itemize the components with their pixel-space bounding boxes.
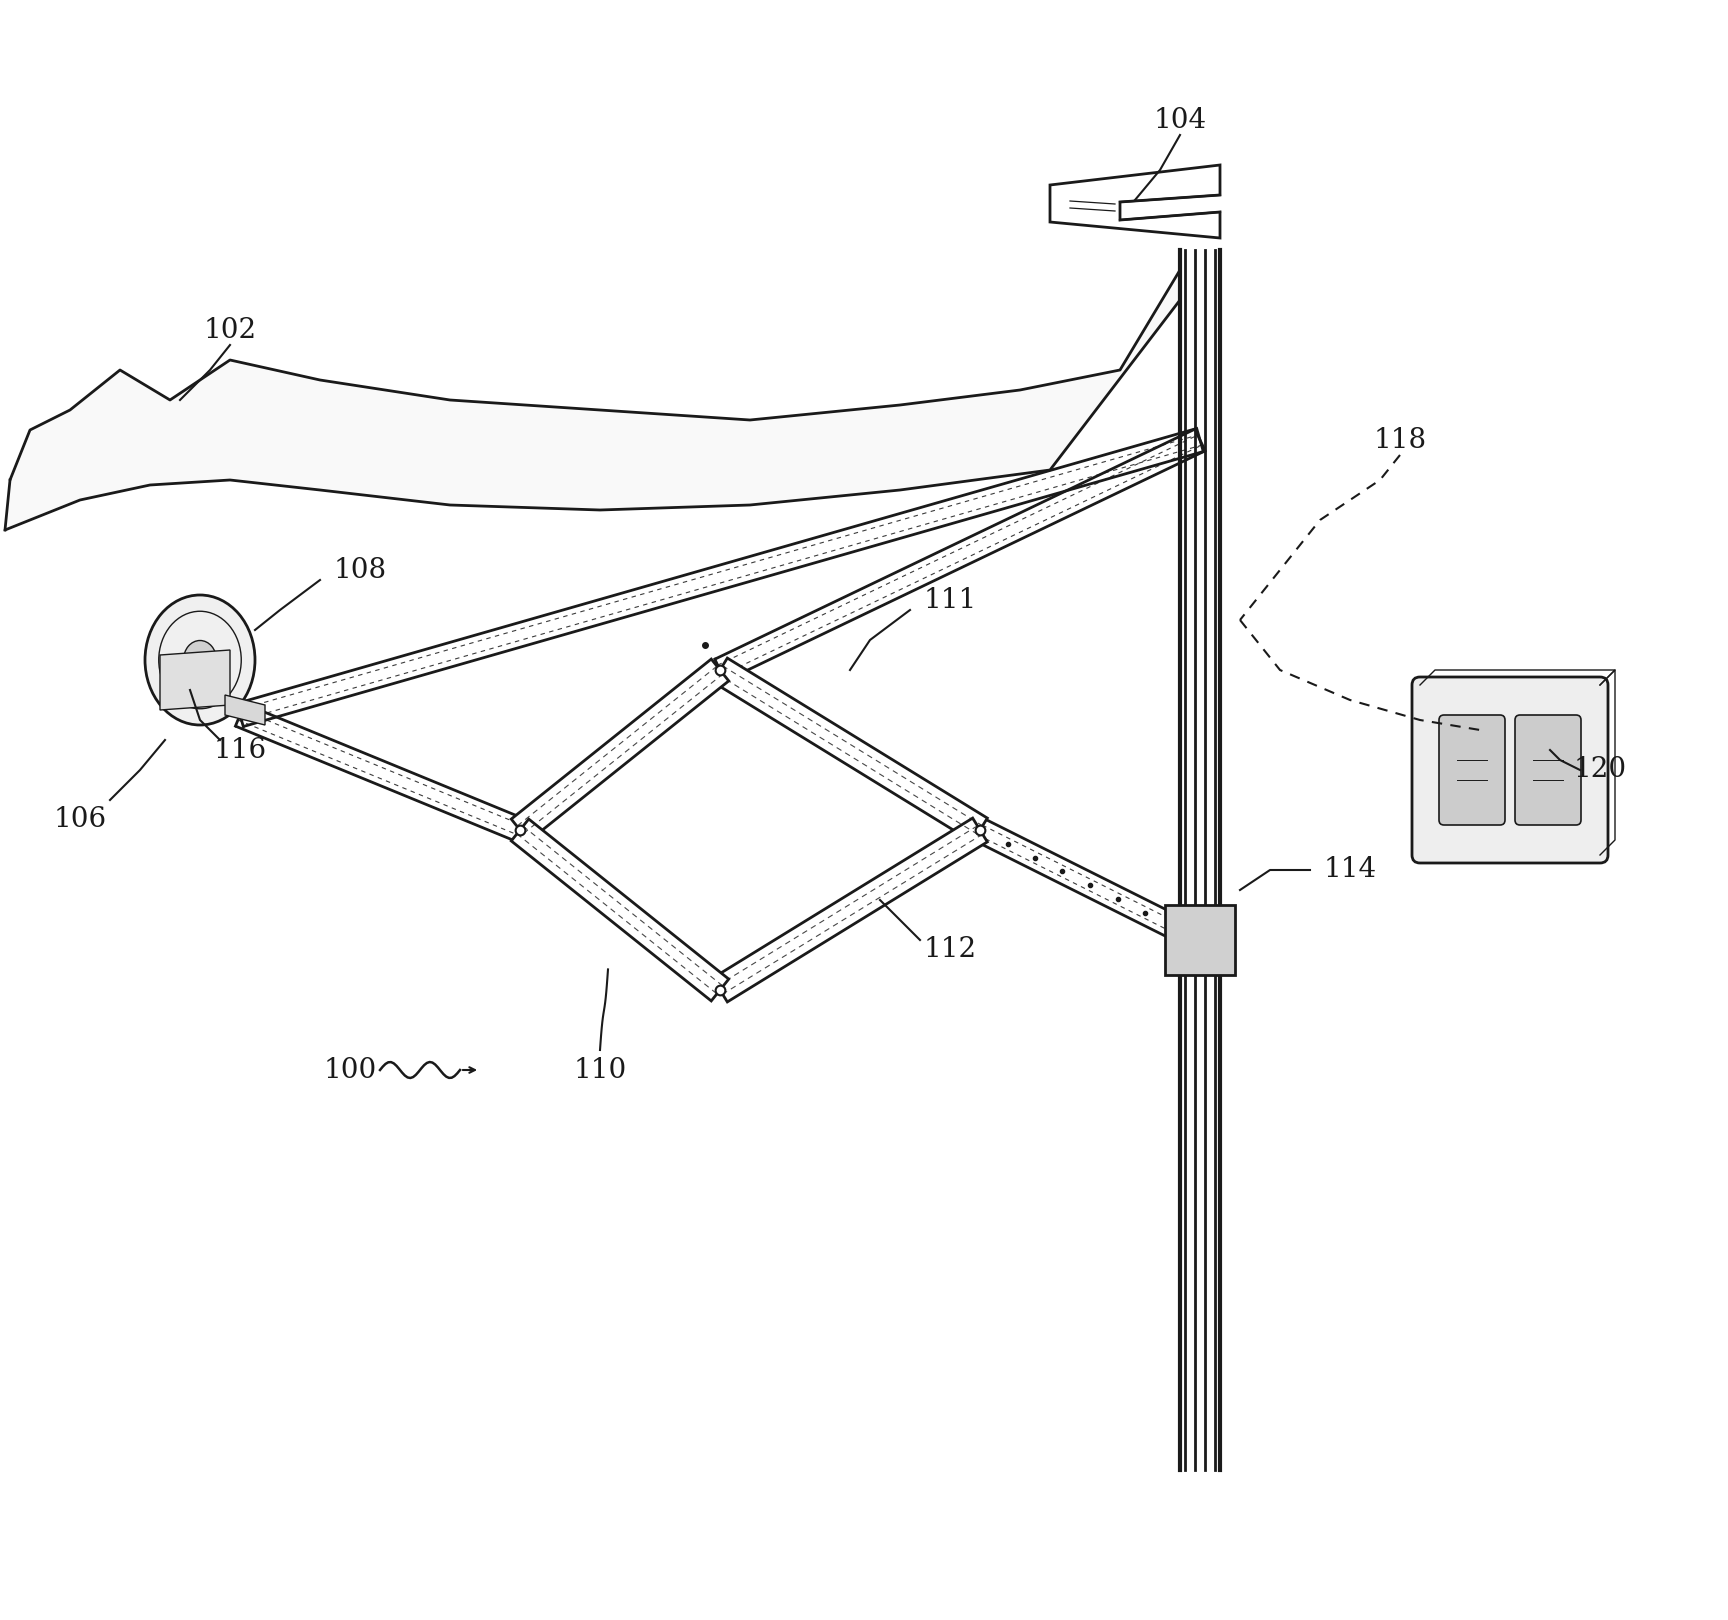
Text: 110: 110	[574, 1056, 627, 1084]
Polygon shape	[712, 658, 987, 842]
FancyBboxPatch shape	[1439, 714, 1505, 825]
Ellipse shape	[145, 595, 256, 726]
Polygon shape	[5, 271, 1180, 530]
Polygon shape	[511, 659, 729, 841]
Text: 108: 108	[334, 557, 387, 583]
FancyBboxPatch shape	[1412, 677, 1609, 863]
Polygon shape	[712, 818, 987, 1001]
Text: 102: 102	[204, 316, 256, 343]
Ellipse shape	[183, 640, 216, 679]
Polygon shape	[225, 695, 264, 726]
FancyBboxPatch shape	[1165, 906, 1236, 975]
FancyBboxPatch shape	[1515, 714, 1581, 825]
Text: 100: 100	[323, 1056, 377, 1084]
Text: 114: 114	[1324, 857, 1377, 883]
Text: 116: 116	[214, 737, 266, 763]
Text: 106: 106	[54, 807, 107, 834]
Text: 111: 111	[923, 586, 976, 614]
Polygon shape	[161, 650, 230, 710]
Text: 118: 118	[1374, 426, 1427, 454]
Text: 104: 104	[1153, 107, 1206, 133]
Polygon shape	[1051, 165, 1220, 238]
Polygon shape	[511, 820, 729, 1001]
Text: 120: 120	[1574, 757, 1626, 784]
Text: 112: 112	[923, 936, 976, 964]
